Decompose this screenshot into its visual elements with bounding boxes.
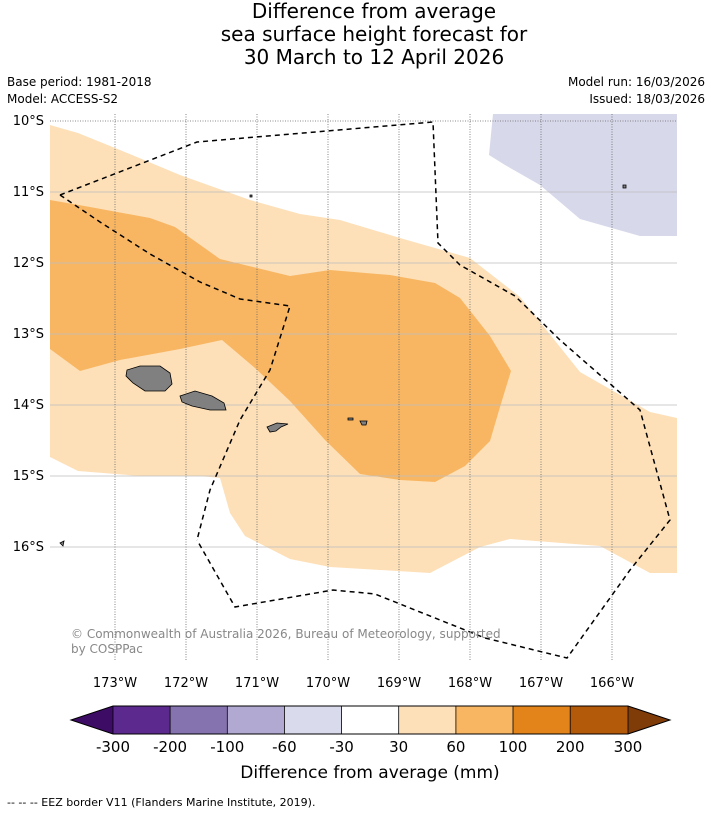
island-swains <box>249 194 253 198</box>
copyright-line-1: © Commonwealth of Australia 2026, Bureau… <box>71 627 501 641</box>
map-title: Difference from average sea surface heig… <box>0 0 713 69</box>
island-tutuila <box>266 422 289 433</box>
lon-label: 171°W <box>235 676 279 691</box>
lon-label: 173°W <box>93 676 137 691</box>
colorbar-tick-label: -30 <box>329 738 354 756</box>
island-ofu <box>347 417 354 421</box>
lat-label: 15°S <box>13 469 44 484</box>
eez-legend: -- -- -- EEZ border V11 (Flanders Marine… <box>7 796 316 809</box>
colorbar-segment <box>227 706 285 734</box>
title-line-2: sea surface height forecast for <box>220 22 528 46</box>
colorbar: -300 -200 -100 -60 -30 30 60 100 200 300… <box>69 705 672 783</box>
colorbar-tick-label: -200 <box>153 738 187 756</box>
copyright-note: © Commonwealth of Australia 2026, Bureau… <box>71 627 501 656</box>
island-savaii <box>125 365 173 392</box>
lon-label: 169°W <box>377 676 421 691</box>
lat-label: 13°S <box>13 327 44 342</box>
lon-label: 168°W <box>448 676 492 691</box>
colorbar-tick-label: 200 <box>556 738 585 756</box>
anomaly-region-lavender <box>489 114 677 236</box>
lon-label: 166°W <box>590 676 634 691</box>
colorbar-segment <box>284 706 342 734</box>
island-wallis <box>59 540 65 547</box>
lon-label: 167°W <box>519 676 563 691</box>
lat-label: 16°S <box>13 540 44 555</box>
island-tau <box>359 420 368 426</box>
model-name: Model: ACCESS-S2 <box>7 92 119 106</box>
colorbar-label: Difference from average (mm) <box>240 763 499 783</box>
colorbar-segment <box>341 706 399 734</box>
colorbar-tick-label: 300 <box>614 738 643 756</box>
island-upolu <box>179 390 227 411</box>
colorbar-tick-label: 100 <box>499 738 528 756</box>
colorbar-segment <box>513 706 571 734</box>
lon-labels: 173°W 172°W 171°W 170°W 169°W 168°W 167°… <box>93 676 634 691</box>
colorbar-tick-label: 30 <box>389 738 408 756</box>
islands <box>59 184 627 547</box>
eez-border-american-samoa <box>59 121 671 659</box>
colorbar-segment <box>170 706 228 734</box>
colorbar-segment <box>455 706 513 734</box>
colorbar-segment <box>398 706 456 734</box>
forecast-map: 10°S 11°S 12°S 13°S 14°S 15°S 16°S 173°W… <box>13 114 677 783</box>
colorbar-tick-label: -100 <box>210 738 244 756</box>
base-period: Base period: 1981-2018 <box>7 75 152 89</box>
colorbar-over-arrow <box>628 706 670 734</box>
colorbar-segment <box>570 706 628 734</box>
colorbar-segment <box>113 706 171 734</box>
lon-label: 170°W <box>306 676 350 691</box>
anomaly-region-mid <box>50 200 511 482</box>
title-line-1: Difference from average <box>251 0 497 23</box>
eez-borders <box>59 121 671 659</box>
island-tokelau <box>622 184 627 189</box>
colorbar-under-arrow <box>71 706 113 734</box>
lon-label: 172°W <box>164 676 208 691</box>
meta-left: Base period: 1981-2018 Model: ACCESS-S2 <box>7 74 152 108</box>
title-line-3: 30 March to 12 April 2026 <box>243 45 505 69</box>
copyright-line-2: by COSPPac <box>71 642 143 656</box>
meta-right: Model run: 16/03/2026 Issued: 18/03/2026 <box>568 74 705 108</box>
lat-labels: 10°S 11°S 12°S 13°S 14°S 15°S 16°S <box>13 114 44 555</box>
lon-gridlines <box>114 114 613 660</box>
lat-label: 10°S <box>13 114 44 129</box>
lat-gridlines <box>50 191 677 548</box>
issued-date: Issued: 18/03/2026 <box>589 92 705 106</box>
colorbar-tick-label: 60 <box>446 738 465 756</box>
lat-label: 12°S <box>13 256 44 271</box>
model-run: Model run: 16/03/2026 <box>567 75 705 89</box>
colorbar-tick-label: -300 <box>96 738 130 756</box>
lat-label: 14°S <box>13 398 44 413</box>
colorbar-tick-label: -60 <box>272 738 297 756</box>
lat-label: 11°S <box>13 185 44 200</box>
